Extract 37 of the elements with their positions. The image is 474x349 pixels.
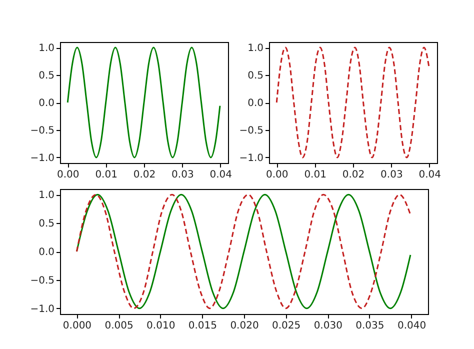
y-tick-label: −0.5 bbox=[30, 126, 54, 136]
x-tick-label: 0.00 bbox=[57, 170, 80, 180]
x-tick-label: 0.015 bbox=[188, 320, 217, 332]
y-tick-label: 1.0 bbox=[38, 190, 54, 202]
x-tick-label: 0.01 bbox=[304, 170, 326, 180]
y-tick-label: −0.5 bbox=[239, 126, 264, 136]
x-tick-label: 0.005 bbox=[104, 320, 134, 332]
x-tick-label: 0.03 bbox=[380, 170, 403, 180]
x-tick-label: 0.04 bbox=[210, 170, 232, 180]
y-tick-label: 1.0 bbox=[248, 43, 264, 54]
line-series bbox=[66, 46, 221, 158]
x-tick-label: 0.02 bbox=[342, 170, 365, 180]
x-tick-label: 0.040 bbox=[397, 320, 426, 332]
line-series bbox=[76, 194, 412, 310]
y-tick-label: 0.0 bbox=[38, 98, 54, 109]
x-tick-label: 0.020 bbox=[230, 320, 259, 332]
y-tick-label: 0.5 bbox=[38, 218, 54, 230]
x-tick-label: 0.010 bbox=[146, 320, 176, 332]
y-tick-label: −1.0 bbox=[239, 153, 264, 164]
x-tick-label: 0.04 bbox=[418, 170, 441, 180]
y-tick-label: 0.5 bbox=[38, 70, 54, 82]
y-tick-label: 0.0 bbox=[248, 98, 264, 109]
y-tick-label: 0.5 bbox=[248, 70, 264, 82]
y-tick-label: 0.0 bbox=[38, 247, 54, 258]
x-tick-label: 0.000 bbox=[62, 320, 92, 332]
y-tick-label: −1.0 bbox=[30, 304, 54, 315]
x-tick-label: 0.030 bbox=[314, 320, 342, 332]
x-tick-label: 0.035 bbox=[356, 320, 384, 332]
x-tick-label: 0.03 bbox=[172, 170, 194, 180]
x-tick-label: 0.01 bbox=[95, 170, 118, 180]
x-tick-label: 0.025 bbox=[272, 320, 301, 332]
x-tick-label: 0.00 bbox=[266, 170, 288, 180]
line-series bbox=[276, 46, 430, 158]
y-tick-label: −1.0 bbox=[30, 153, 54, 164]
y-tick-label: −0.5 bbox=[30, 275, 54, 286]
x-tick-label: 0.02 bbox=[133, 170, 156, 180]
y-tick-label: 1.0 bbox=[38, 43, 54, 54]
